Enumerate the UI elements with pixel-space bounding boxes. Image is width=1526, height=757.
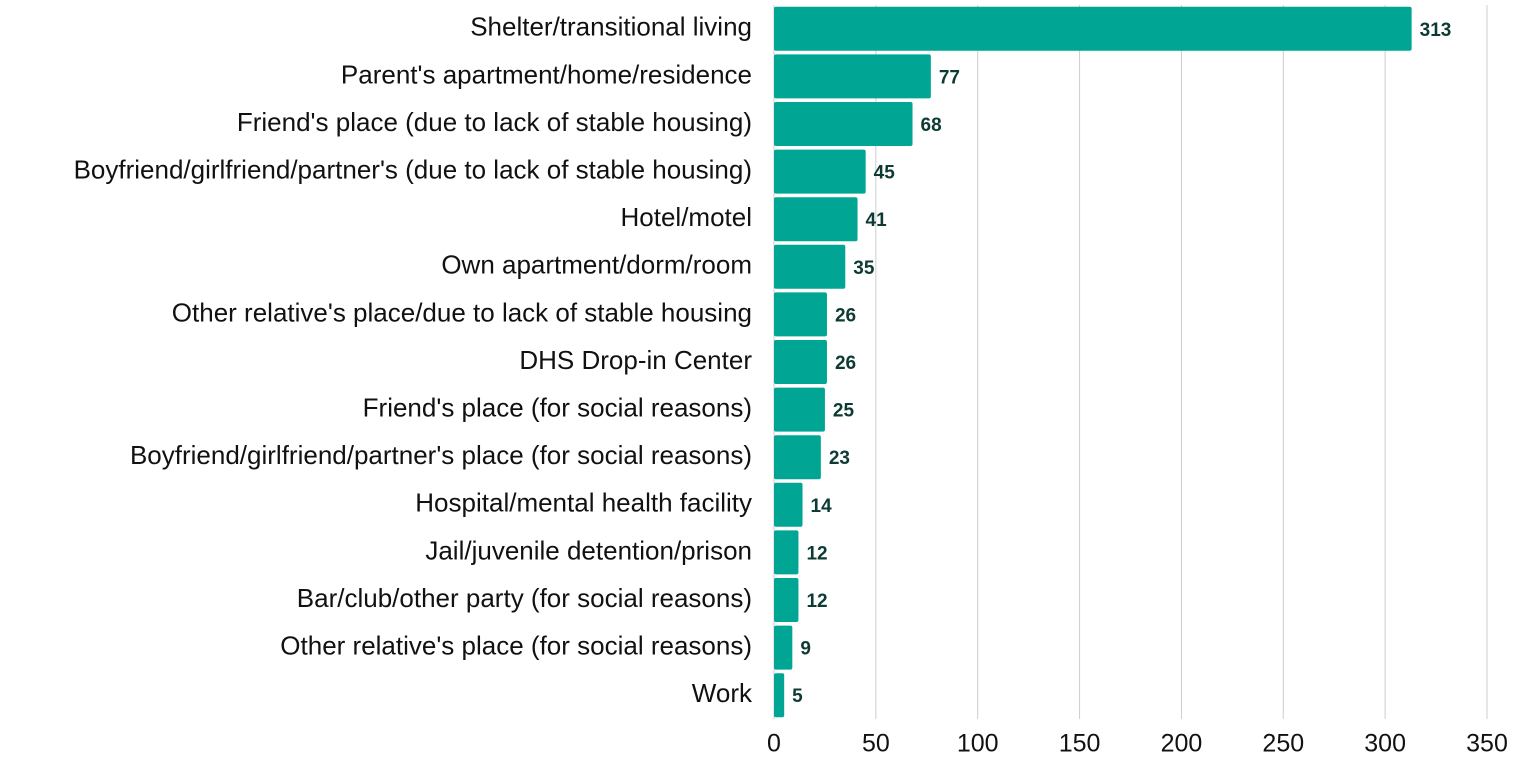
y-tick-label: Boyfriend/girlfriend/partner's (due to l… — [74, 154, 752, 184]
value-label: 26 — [835, 305, 856, 326]
bar — [774, 387, 825, 432]
value-label: 45 — [874, 163, 896, 184]
value-label: 12 — [806, 543, 827, 564]
bar — [774, 578, 799, 622]
value-label: 77 — [939, 67, 960, 88]
bar — [774, 149, 866, 194]
y-tick-label: Parent's apartment/home/residence — [341, 59, 752, 89]
bar — [774, 340, 827, 384]
value-label: 26 — [835, 353, 856, 374]
y-tick-label: Friend's place (for social reasons) — [363, 392, 752, 422]
value-label: 23 — [829, 448, 850, 469]
x-tick-label: 250 — [1262, 730, 1304, 757]
y-tick-label: Boyfriend/girlfriend/partner's place (fo… — [130, 440, 752, 470]
bar — [774, 530, 799, 575]
bar — [774, 102, 913, 146]
y-tick-label: Own apartment/dorm/room — [441, 250, 752, 280]
bar — [774, 54, 931, 99]
y-tick-label: Work — [692, 678, 753, 708]
y-tick-label: Jail/juvenile detention/prison — [425, 535, 752, 565]
value-label: 9 — [800, 639, 811, 660]
value-label: 12 — [806, 591, 827, 612]
x-tick-label: 200 — [1161, 730, 1203, 757]
value-label: 35 — [853, 258, 875, 279]
x-tick-label: 0 — [767, 730, 781, 757]
y-tick-label: Hospital/mental health facility — [415, 488, 752, 518]
bar — [774, 6, 1412, 51]
y-tick-label: DHS Drop-in Center — [519, 345, 752, 375]
bar — [774, 197, 858, 242]
value-label: 313 — [1420, 20, 1452, 41]
y-tick-label: Bar/club/other party (for social reasons… — [297, 583, 752, 613]
bar — [774, 482, 803, 527]
y-tick-label: Other relative's place (for social reaso… — [280, 630, 752, 660]
y-tick-label: Other relative's place/due to lack of st… — [172, 297, 752, 327]
bar — [774, 673, 785, 718]
value-label: 14 — [811, 496, 833, 517]
value-label: 25 — [833, 401, 855, 422]
bar — [774, 625, 793, 670]
x-tick-label: 50 — [862, 730, 890, 757]
x-tick-label: 100 — [957, 730, 999, 757]
x-tick-label: 150 — [1059, 730, 1101, 757]
y-tick-label: Shelter/transitional living — [470, 12, 752, 42]
y-tick-label: Hotel/motel — [621, 202, 753, 232]
y-tick-label: Friend's place (due to lack of stable ho… — [237, 107, 752, 137]
bar — [774, 244, 846, 289]
x-tick-label: 300 — [1364, 730, 1406, 757]
bar — [774, 292, 827, 337]
value-label: 68 — [921, 115, 942, 136]
value-label: 5 — [792, 686, 803, 707]
value-label: 41 — [866, 210, 888, 231]
x-tick-label: 350 — [1466, 730, 1508, 757]
bar — [774, 435, 821, 480]
